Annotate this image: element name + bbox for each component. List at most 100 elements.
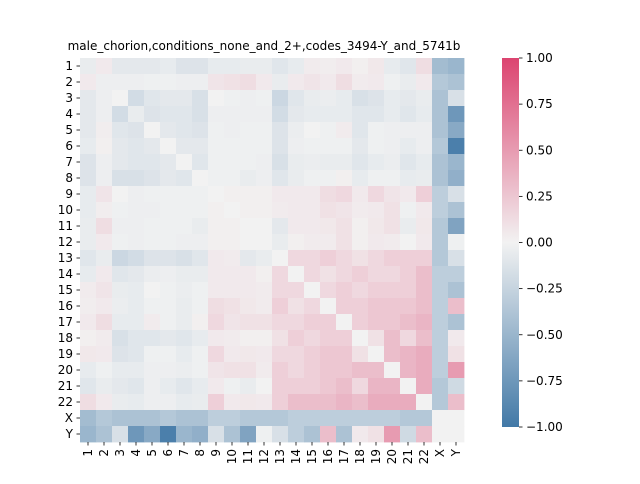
heatmap-cell bbox=[352, 426, 369, 443]
heatmap-cell bbox=[208, 74, 225, 91]
heatmap-cell bbox=[432, 186, 449, 203]
heatmap-cell bbox=[160, 186, 177, 203]
heatmap-cell bbox=[336, 266, 353, 283]
y-tick-label: 19 bbox=[58, 347, 73, 361]
heatmap-cell bbox=[208, 170, 225, 187]
colorbar-tick-label: −0.25 bbox=[526, 282, 563, 296]
heatmap-cell bbox=[400, 266, 417, 283]
heatmap-cell bbox=[160, 378, 177, 395]
heatmap-cell bbox=[128, 90, 145, 107]
heatmap-cell bbox=[272, 154, 289, 171]
heatmap-cell bbox=[192, 250, 209, 267]
heatmap-cell bbox=[288, 234, 305, 251]
heatmap-cell bbox=[288, 170, 305, 187]
heatmap-cell bbox=[384, 346, 401, 363]
heatmap-cell bbox=[336, 426, 353, 443]
heatmap-cell bbox=[192, 138, 209, 155]
heatmap-cell bbox=[288, 346, 305, 363]
heatmap-cell bbox=[304, 170, 321, 187]
heatmap-cell bbox=[256, 378, 273, 395]
heatmap-cell bbox=[448, 138, 465, 155]
x-tick-label: X bbox=[433, 449, 447, 457]
y-tick-label: 13 bbox=[58, 251, 73, 265]
heatmap-cell bbox=[128, 218, 145, 235]
x-tick-label: 2 bbox=[97, 449, 111, 457]
y-tick-label: X bbox=[65, 411, 73, 425]
y-tick-label: 22 bbox=[58, 395, 73, 409]
heatmap-cell bbox=[240, 154, 257, 171]
heatmap-cell bbox=[432, 234, 449, 251]
heatmap-cell bbox=[112, 58, 129, 75]
heatmap-cell bbox=[416, 234, 433, 251]
heatmap-cell bbox=[144, 154, 161, 171]
heatmap-cell bbox=[272, 90, 289, 107]
heatmap-cell bbox=[448, 298, 465, 315]
heatmap-cell bbox=[352, 122, 369, 139]
heatmap-cell bbox=[304, 346, 321, 363]
x-tick-label: 13 bbox=[273, 449, 287, 464]
heatmap-cell bbox=[288, 330, 305, 347]
heatmap-cell bbox=[304, 282, 321, 299]
heatmap-cell bbox=[304, 90, 321, 107]
heatmap-cell bbox=[416, 74, 433, 91]
heatmap-cell bbox=[224, 362, 241, 379]
heatmap-cell bbox=[80, 154, 97, 171]
heatmap-cell bbox=[112, 90, 129, 107]
heatmap-cell bbox=[192, 330, 209, 347]
heatmap-cell bbox=[448, 266, 465, 283]
heatmap-cell bbox=[416, 138, 433, 155]
x-tick-label: Y bbox=[449, 448, 463, 457]
heatmap-cell bbox=[416, 170, 433, 187]
x-axis-ticks: 1 2 3 4 5 6 7 8 9 10 11 12 13 14 15 16 17 18 19 20 21 22 X Y bbox=[81, 442, 463, 464]
heatmap-cell bbox=[208, 426, 225, 443]
heatmap-cell bbox=[208, 298, 225, 315]
heatmap-cell bbox=[176, 202, 193, 219]
heatmap-cell bbox=[240, 122, 257, 139]
heatmap-cell bbox=[192, 58, 209, 75]
heatmap-cell bbox=[336, 58, 353, 75]
heatmap-cell bbox=[400, 314, 417, 331]
heatmap-cell bbox=[144, 74, 161, 91]
heatmap-cell bbox=[448, 314, 465, 331]
heatmap-cell bbox=[304, 330, 321, 347]
heatmap-cell bbox=[432, 410, 449, 427]
heatmap-cell bbox=[240, 90, 257, 107]
x-tick-label: 14 bbox=[289, 449, 303, 464]
heatmap-cell bbox=[112, 298, 129, 315]
heatmap-cell bbox=[304, 394, 321, 411]
heatmap-cell bbox=[256, 314, 273, 331]
heatmap-cell bbox=[240, 250, 257, 267]
heatmap-cell bbox=[400, 138, 417, 155]
heatmap-cell bbox=[80, 90, 97, 107]
heatmap-cell bbox=[336, 170, 353, 187]
heatmap-cell bbox=[128, 330, 145, 347]
heatmap-cell bbox=[192, 362, 209, 379]
heatmap-cell bbox=[368, 138, 385, 155]
heatmap-cell bbox=[144, 266, 161, 283]
heatmap-cell bbox=[400, 170, 417, 187]
heatmap-cell bbox=[96, 250, 113, 267]
heatmap-cell bbox=[368, 410, 385, 427]
heatmap-cell bbox=[320, 394, 337, 411]
heatmap-cell bbox=[448, 218, 465, 235]
heatmap-cell bbox=[352, 362, 369, 379]
heatmap-cell bbox=[448, 186, 465, 203]
heatmap-cell bbox=[432, 266, 449, 283]
x-tick-label: 7 bbox=[177, 449, 191, 457]
heatmap-cell bbox=[368, 74, 385, 91]
heatmap-cell bbox=[400, 122, 417, 139]
heatmap-cell bbox=[224, 58, 241, 75]
heatmap-cell bbox=[224, 330, 241, 347]
heatmap-cell bbox=[272, 266, 289, 283]
heatmap-cell bbox=[352, 154, 369, 171]
heatmap-cell bbox=[160, 330, 177, 347]
x-tick-label: 16 bbox=[321, 449, 335, 464]
x-tick-label: 6 bbox=[161, 449, 175, 457]
heatmap-cell bbox=[320, 346, 337, 363]
heatmap-cell bbox=[368, 186, 385, 203]
heatmap-cell bbox=[448, 282, 465, 299]
heatmap-cell bbox=[368, 426, 385, 443]
heatmap-cell bbox=[224, 234, 241, 251]
heatmap-cell bbox=[208, 250, 225, 267]
heatmap-cell bbox=[256, 250, 273, 267]
